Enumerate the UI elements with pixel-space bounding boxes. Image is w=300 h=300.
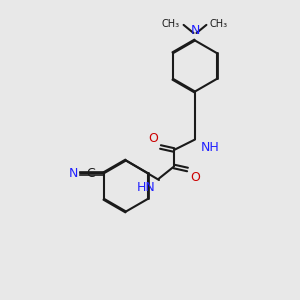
Text: CH₃: CH₃ [210, 19, 228, 29]
Text: N: N [190, 24, 200, 37]
Text: N: N [69, 167, 78, 180]
Text: CH₃: CH₃ [162, 19, 180, 29]
Text: NH: NH [200, 141, 219, 154]
Text: O: O [190, 171, 200, 184]
Text: C: C [86, 167, 95, 180]
Text: HN: HN [137, 181, 156, 194]
Text: O: O [148, 133, 158, 146]
